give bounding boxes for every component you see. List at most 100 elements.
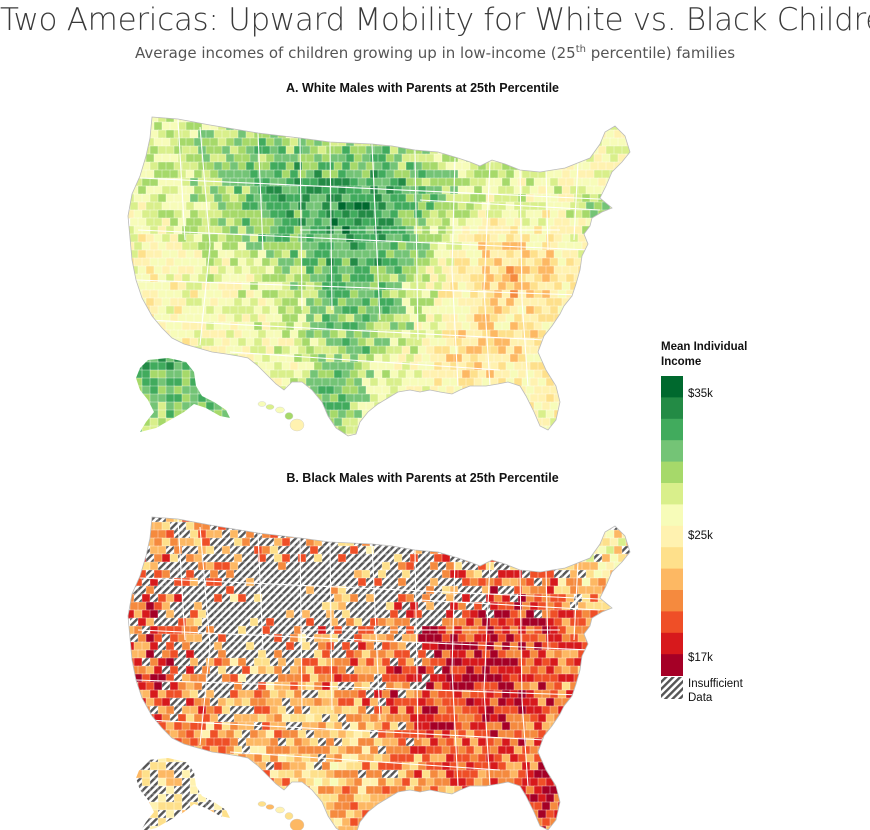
- county-cell: [597, 561, 607, 571]
- county-cell: [565, 337, 575, 347]
- county-cell: [429, 517, 439, 523]
- county-cell: [373, 385, 383, 395]
- county-cell: [281, 217, 291, 227]
- county-cell: [281, 137, 291, 147]
- county-cell: [581, 321, 591, 331]
- county-cell: [225, 185, 235, 195]
- county-cell: [128, 577, 135, 587]
- county-cell: [229, 673, 239, 683]
- county-cell: [221, 273, 231, 283]
- county-cell: [293, 193, 303, 203]
- county-cell: [185, 345, 195, 355]
- county-cell: [549, 273, 559, 283]
- borough-cell: [213, 358, 223, 363]
- county-cell: [249, 185, 259, 195]
- county-cell: [577, 169, 587, 179]
- county-cell: [385, 329, 395, 339]
- county-cell: [405, 577, 415, 587]
- county-cell: [221, 161, 231, 171]
- county-cell: [501, 337, 511, 347]
- county-cell: [457, 617, 467, 627]
- county-cell: [481, 521, 491, 531]
- county-cell: [617, 217, 627, 227]
- county-cell: [581, 369, 591, 379]
- county-cell: [393, 409, 403, 419]
- county-cell: [613, 257, 623, 267]
- county-cell: [425, 425, 435, 435]
- county-cell: [493, 705, 503, 715]
- county-cell: [229, 305, 239, 315]
- county-cell: [217, 569, 227, 579]
- county-cell: [638, 194, 647, 203]
- county-cell: [265, 409, 275, 419]
- county-cell: [638, 418, 647, 427]
- county-cell: [137, 185, 147, 195]
- county-cell: [381, 417, 391, 427]
- county-cell: [421, 529, 431, 539]
- county-cell: [517, 673, 527, 683]
- county-cell: [421, 433, 431, 436]
- county-cell: [245, 433, 255, 436]
- county-cell: [289, 617, 299, 627]
- county-cell: [521, 585, 531, 595]
- county-cell: [349, 385, 359, 395]
- county-cell: [629, 689, 630, 699]
- county-cell: [257, 745, 267, 755]
- county-cell: [465, 729, 475, 739]
- county-cell: [517, 257, 527, 267]
- county-cell: [357, 241, 367, 251]
- county-cell: [241, 617, 251, 627]
- county-cell: [261, 689, 271, 699]
- county-cell: [609, 377, 619, 387]
- county-cell: [485, 753, 495, 763]
- county-cell: [217, 697, 227, 707]
- county-cell: [361, 777, 371, 787]
- county-cell: [573, 769, 583, 779]
- county-cell: [433, 777, 443, 787]
- county-cell: [261, 577, 271, 587]
- county-cell: [405, 657, 415, 667]
- county-cell: [173, 689, 183, 699]
- county-cell: [577, 697, 587, 707]
- county-cell: [173, 321, 183, 331]
- county-cell: [593, 729, 603, 739]
- county-cell: [601, 537, 611, 547]
- county-cell: [185, 249, 195, 259]
- county-cell: [129, 361, 139, 371]
- county-cell: [305, 425, 315, 435]
- borough-cell: [221, 417, 230, 427]
- county-cell: [301, 769, 311, 779]
- county-cell: [285, 145, 295, 155]
- county-cell: [497, 761, 507, 771]
- county-cell: [257, 409, 267, 419]
- county-cell: [197, 369, 207, 379]
- county-cell: [245, 209, 255, 219]
- county-cell: [509, 433, 519, 436]
- county-cell: [217, 601, 227, 611]
- county-cell: [333, 545, 343, 555]
- county-cell: [417, 537, 427, 547]
- county-cell: [221, 129, 231, 139]
- borough-cell: [189, 425, 199, 432]
- county-cell: [385, 281, 395, 291]
- county-cell: [385, 649, 395, 659]
- county-cell: [465, 537, 475, 547]
- subtitle-text: Average incomes of children growing up i…: [134, 44, 576, 62]
- county-cell: [617, 409, 627, 419]
- county-cell: [265, 377, 275, 387]
- county-cell: [601, 713, 611, 723]
- county-cell: [349, 273, 359, 283]
- county-cell: [597, 673, 607, 683]
- county-cell: [181, 417, 191, 427]
- county-cell: [625, 777, 630, 787]
- county-cell: [293, 305, 303, 315]
- county-cell: [337, 569, 347, 579]
- county-cell: [197, 161, 207, 171]
- county-cell: [233, 777, 243, 787]
- county-cell: [453, 353, 463, 363]
- county-cell: [353, 169, 363, 179]
- county-cell: [629, 161, 630, 171]
- county-cell: [277, 161, 287, 171]
- county-cell: [345, 681, 355, 691]
- county-cell: [481, 121, 491, 131]
